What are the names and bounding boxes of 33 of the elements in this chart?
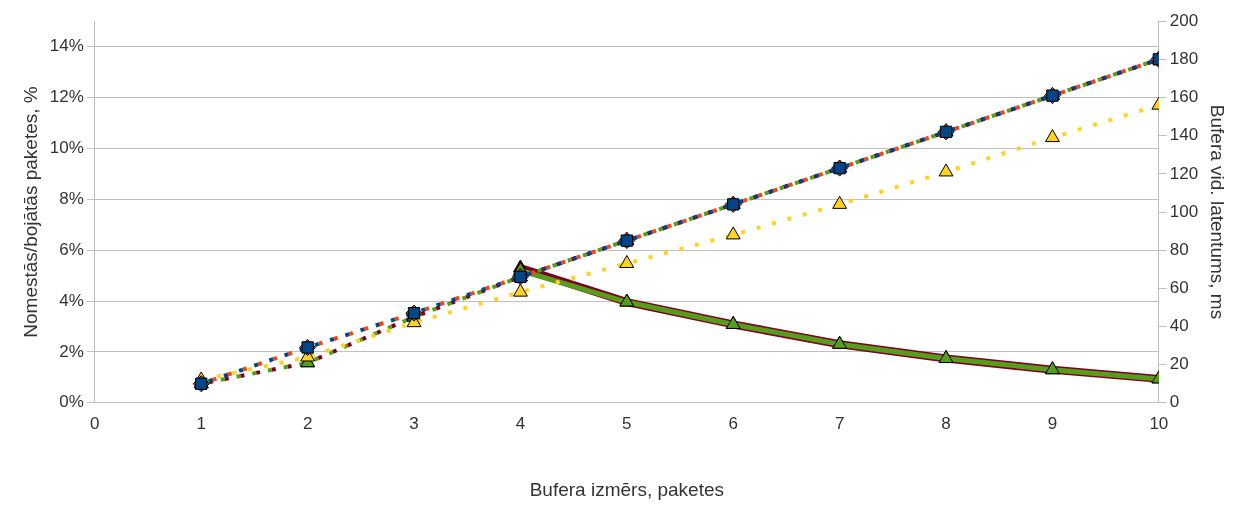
x-tick-label: 8 bbox=[941, 413, 951, 433]
y2-tick-label: 200 bbox=[1169, 10, 1199, 30]
x-tick-label: 3 bbox=[409, 413, 419, 433]
x-tick-label: 6 bbox=[728, 413, 738, 433]
x-tick-label: 9 bbox=[1047, 413, 1058, 433]
y2-tick-label: 40 bbox=[1169, 316, 1189, 336]
x-tick-label: 5 bbox=[622, 413, 632, 433]
y2-axis-title: Bufera vid. latentums, ms bbox=[1207, 104, 1229, 320]
y2-tick-label: 140 bbox=[1169, 125, 1199, 145]
y-tick-label: 2% bbox=[59, 341, 84, 361]
x-tick-label: 10 bbox=[1149, 413, 1169, 433]
y2-tick-label: 80 bbox=[1169, 239, 1189, 259]
x-tick-label: 0 bbox=[90, 413, 100, 433]
y2-tick-label: 0 bbox=[1169, 392, 1180, 412]
x-tick-label: 7 bbox=[834, 413, 845, 433]
y-tick-label: 4% bbox=[59, 290, 84, 310]
y2-tick-label: 120 bbox=[1169, 163, 1199, 183]
x-tick-label: 1 bbox=[196, 413, 206, 433]
y-tick-label: 6% bbox=[59, 239, 84, 259]
y2-tick-label: 160 bbox=[1169, 87, 1199, 107]
y2-tick-label: 180 bbox=[1169, 49, 1199, 69]
x-axis-title: Bufera izmērs, paketes bbox=[529, 478, 724, 500]
y-tick-label: 14% bbox=[49, 36, 84, 56]
y-tick-label: 0% bbox=[59, 392, 84, 412]
y2-tick-label: 20 bbox=[1169, 354, 1189, 374]
x-tick-label: 4 bbox=[515, 413, 526, 433]
y-tick-label: 8% bbox=[59, 188, 84, 208]
y-tick-label: 10% bbox=[49, 138, 84, 158]
y2-tick-label: 100 bbox=[1169, 201, 1199, 221]
y-tick-label: 12% bbox=[49, 87, 84, 107]
y2-tick-label: 60 bbox=[1169, 278, 1189, 298]
x-tick-label: 2 bbox=[302, 413, 313, 433]
y-axis-title: Nomestās/bojātās paketes, % bbox=[19, 86, 41, 338]
